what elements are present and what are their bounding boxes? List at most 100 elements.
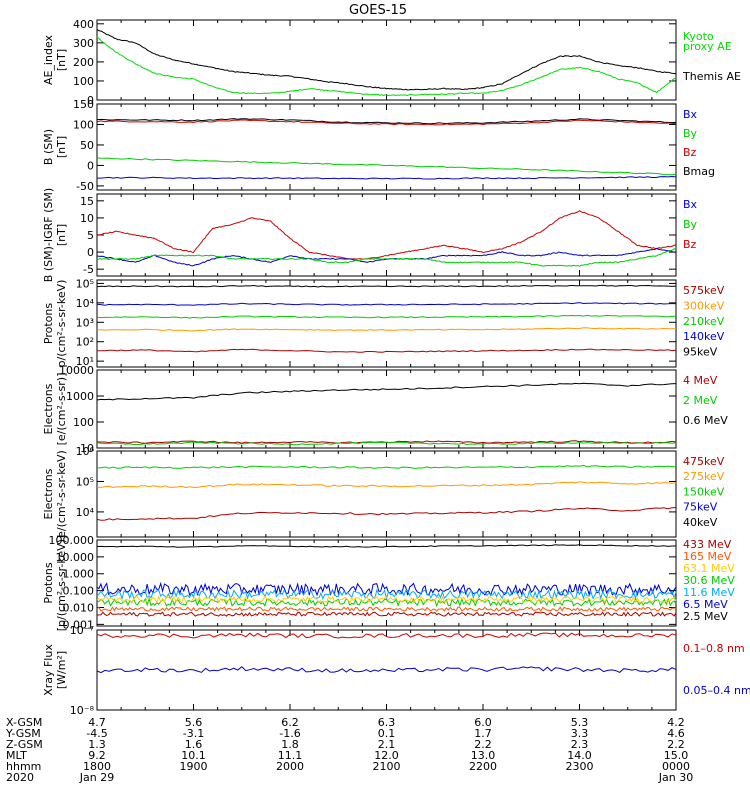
legend-entry: 165 MeV — [683, 550, 732, 563]
legend-entry: Bx — [683, 198, 698, 211]
legend-entry: By — [683, 127, 698, 140]
series-line — [97, 348, 677, 353]
y-tick-label: -50 — [76, 180, 94, 193]
y-tick-label: 10⁻⁷ — [70, 624, 94, 637]
ephemeris-value: 2.3 — [571, 738, 589, 751]
y-tick-label: 10⁴ — [76, 506, 95, 519]
legend-entry: proxy AE — [683, 40, 732, 53]
ephemeris-value: 5.6 — [185, 716, 203, 729]
series-line — [96, 382, 677, 401]
y-axis-label: Protons — [42, 562, 55, 603]
ephemeris-value: 2.2 — [667, 738, 685, 751]
y-axis-label: Xray Flux — [42, 644, 55, 696]
y-axis-label: [nT] — [55, 136, 68, 158]
panel-frame — [96, 369, 677, 449]
y-tick-label: 10⁵ — [76, 277, 94, 290]
y-tick-label: 100 — [73, 416, 94, 429]
panel-frame — [96, 103, 677, 191]
ephemeris-value: 4.2 — [667, 716, 685, 729]
y-axis-label: p/(cm²-s-sr-keV) — [55, 280, 68, 368]
legend-entry: Bz — [683, 146, 697, 159]
chart-title: GOES-15 — [349, 3, 407, 18]
series-line — [96, 632, 677, 639]
series-line — [96, 36, 677, 97]
series-line — [96, 481, 677, 489]
legend-entry: 95keV — [683, 346, 718, 359]
y-axis-label: [e/(cm²-s-sr)] — [55, 373, 68, 446]
legend-entry: 4 MeV — [683, 374, 718, 387]
ephemeris-value: 3.3 — [571, 727, 589, 740]
panel-frame — [96, 450, 677, 538]
y-tick-label: 1.000 — [63, 568, 95, 581]
legend-entry: 0.1–0.8 nm — [683, 642, 745, 655]
ephemeris-row-label: X-GSM — [6, 716, 42, 729]
ephemeris-value: 2000 — [276, 760, 304, 773]
series-line — [97, 175, 677, 180]
ephemeris-value: 12.0 — [374, 749, 399, 762]
y-tick-label: 10000 — [59, 364, 94, 377]
ephemeris-row-label: hhmm — [6, 760, 41, 773]
legend-entry: 2.5 MeV — [683, 610, 728, 623]
y-tick-label: 0 — [87, 159, 94, 172]
ephemeris-value: 2.1 — [378, 738, 396, 751]
series-line — [96, 606, 677, 612]
ephemeris-value: 0000 — [662, 760, 690, 773]
series-line — [96, 314, 677, 319]
series-line — [96, 595, 677, 604]
series-line — [96, 157, 677, 176]
y-axis-label: [W/m²] — [55, 651, 68, 689]
ephemeris-value: 6.0 — [474, 716, 492, 729]
series-line — [96, 581, 677, 597]
legend-entry: 140keV — [683, 330, 725, 343]
legend-entry: Bmag — [683, 165, 715, 178]
ephemeris-value: 11.1 — [278, 749, 303, 762]
y-tick-label: 150 — [73, 98, 94, 111]
ephemeris-value: -3.1 — [183, 727, 204, 740]
ephemeris-value: 1.6 — [185, 738, 203, 751]
series-line — [96, 28, 677, 91]
legend-entry: 210keV — [683, 315, 725, 328]
series-line — [97, 248, 677, 267]
ephemeris-value: 9.2 — [88, 749, 106, 762]
legend-entry: 0.6 MeV — [683, 414, 728, 427]
legend-entry: 575keV — [683, 284, 725, 297]
y-axis-label: Protons — [42, 303, 55, 344]
series-line — [96, 611, 677, 617]
y-axis-label: [nT] — [55, 49, 68, 71]
ephemeris-row-label: Z-GSM — [6, 738, 43, 751]
panel-frame — [96, 279, 677, 368]
legend-entry: 475keV — [683, 455, 725, 468]
legend-entry: 0.05–0.4 nm — [683, 684, 750, 697]
ephemeris-value: 1900 — [180, 760, 208, 773]
y-tick-label: 100 — [73, 118, 94, 131]
y-tick-label: 10³ — [76, 316, 94, 329]
legend-entry: 6.5 MeV — [683, 598, 728, 611]
legend-entry: 75keV — [683, 501, 718, 514]
ephemeris-value: Jan 29 — [79, 771, 114, 784]
series-line — [96, 302, 677, 306]
ephemeris-value: 15.0 — [664, 749, 689, 762]
series-line — [96, 118, 677, 125]
y-tick-label: 10 — [80, 442, 94, 455]
legend-entry: Bz — [683, 238, 697, 251]
y-tick-label: 10² — [76, 336, 94, 349]
ephemeris-row-label: Y-GSM — [5, 727, 41, 740]
ephemeris-value: 1.8 — [281, 738, 299, 751]
ephemeris-row-label: 2020 — [6, 771, 34, 784]
legend-entry: 150keV — [683, 485, 725, 498]
ephemeris-value: Jan 30 — [658, 771, 693, 784]
series-line — [96, 441, 677, 446]
y-tick-label: 0 — [87, 246, 94, 259]
ephemeris-value: 4.7 — [88, 716, 106, 729]
y-tick-label: 1000 — [66, 390, 94, 403]
ephemeris-value: 6.3 — [378, 716, 396, 729]
y-axis-label: B (SM) — [42, 129, 55, 165]
ephemeris-value: 5.3 — [571, 716, 589, 729]
series-line — [96, 507, 677, 521]
panel-frame — [96, 19, 677, 101]
y-axis-label: e/(cm²-s-sr-keV) — [55, 450, 68, 538]
y-tick-label: 50 — [80, 139, 94, 152]
series-line — [96, 588, 677, 601]
